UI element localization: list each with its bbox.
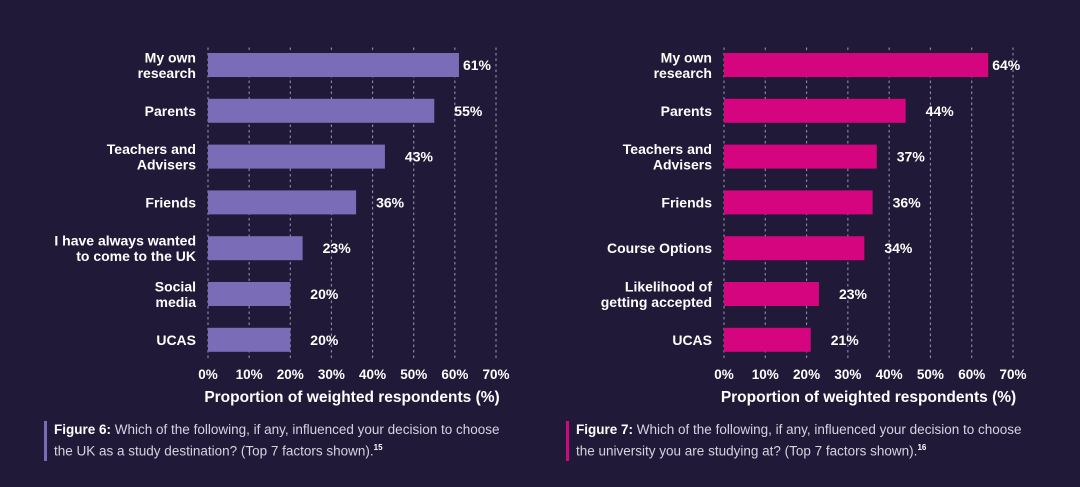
data-label: 21%	[831, 332, 860, 348]
category-label: Advisers	[653, 156, 712, 172]
data-label: 64%	[992, 57, 1021, 73]
bar-7	[208, 327, 291, 352]
bar-4	[724, 190, 873, 215]
x-tick-label: 40%	[359, 367, 386, 382]
data-label: 61%	[463, 57, 492, 73]
x-tick-label: 20%	[793, 367, 820, 382]
category-label: UCAS	[156, 332, 196, 348]
data-label: 23%	[839, 286, 868, 302]
category-label: Teachers and	[623, 141, 712, 157]
figure-7-label: Figure 7:	[576, 422, 634, 437]
figure-7-footnote: 16	[917, 443, 927, 452]
category-label: research	[654, 65, 712, 81]
figure-7-text: Which of the following, if any, influenc…	[576, 422, 1022, 459]
category-label: Parents	[145, 103, 197, 119]
bar-5	[208, 236, 303, 261]
category-label: Course Options	[607, 240, 712, 256]
category-label: getting accepted	[601, 294, 712, 310]
x-tick-label: 60%	[958, 367, 985, 382]
bar-3	[208, 144, 385, 169]
bar-3	[724, 144, 877, 169]
x-tick-label: 70%	[999, 367, 1026, 382]
data-label: 36%	[893, 194, 922, 210]
bar-6	[208, 282, 291, 306]
figure-6-footnote: 15	[373, 443, 383, 452]
bar-4	[208, 190, 357, 215]
bar-5	[724, 236, 865, 261]
bar-6	[724, 282, 819, 306]
bar-1	[208, 53, 459, 77]
figure-6-text: Which of the following, if any, influenc…	[54, 422, 500, 459]
data-label: 34%	[884, 240, 913, 256]
category-label: Friends	[145, 194, 196, 210]
data-label: 20%	[310, 286, 339, 302]
caption-accent-bar	[566, 421, 569, 461]
x-tick-label: 10%	[752, 367, 779, 382]
x-tick-label: 50%	[917, 367, 944, 382]
category-label: Parents	[661, 103, 713, 119]
x-tick-label: 60%	[441, 367, 468, 382]
x-tick-label: 0%	[714, 367, 734, 382]
x-axis-title: Proportion of weighted respondents (%)	[204, 389, 499, 406]
category-label: My own	[661, 49, 712, 65]
category-label: Teachers and	[107, 141, 196, 157]
data-label: 55%	[454, 103, 483, 119]
category-label: Friends	[661, 194, 712, 210]
x-tick-label: 40%	[876, 367, 903, 382]
category-label: media	[156, 294, 197, 310]
category-label: Advisers	[137, 156, 196, 172]
category-label: My own	[145, 49, 196, 65]
x-tick-label: 30%	[318, 367, 345, 382]
x-tick-label: 30%	[834, 367, 861, 382]
category-label: to come to the UK	[76, 248, 196, 264]
bar-2	[208, 98, 435, 123]
bar-1	[724, 53, 989, 77]
x-tick-label: 70%	[482, 367, 509, 382]
bar-2	[724, 98, 906, 123]
data-label: 37%	[897, 149, 926, 165]
data-label: 43%	[405, 149, 434, 165]
data-label: 23%	[323, 240, 352, 256]
category-label: Social	[155, 278, 196, 294]
data-label: 44%	[926, 103, 955, 119]
data-label: 20%	[310, 332, 339, 348]
category-label: I have always wanted	[54, 232, 196, 248]
data-label: 36%	[376, 194, 405, 210]
x-tick-label: 20%	[277, 367, 304, 382]
category-label: research	[138, 65, 196, 81]
x-tick-label: 10%	[236, 367, 263, 382]
figure-6-caption: Figure 6: Which of the following, if any…	[44, 421, 514, 461]
caption-accent-bar	[44, 421, 47, 461]
category-label: Likelihood of	[625, 278, 712, 294]
bar-7	[724, 327, 811, 352]
x-axis-title: Proportion of weighted respondents (%)	[721, 389, 1016, 406]
x-tick-label: 0%	[198, 367, 218, 382]
figure-7-caption: Figure 7: Which of the following, if any…	[566, 421, 1036, 461]
x-tick-label: 50%	[400, 367, 427, 382]
category-label: UCAS	[672, 332, 712, 348]
figure-6-label: Figure 6:	[54, 422, 112, 437]
